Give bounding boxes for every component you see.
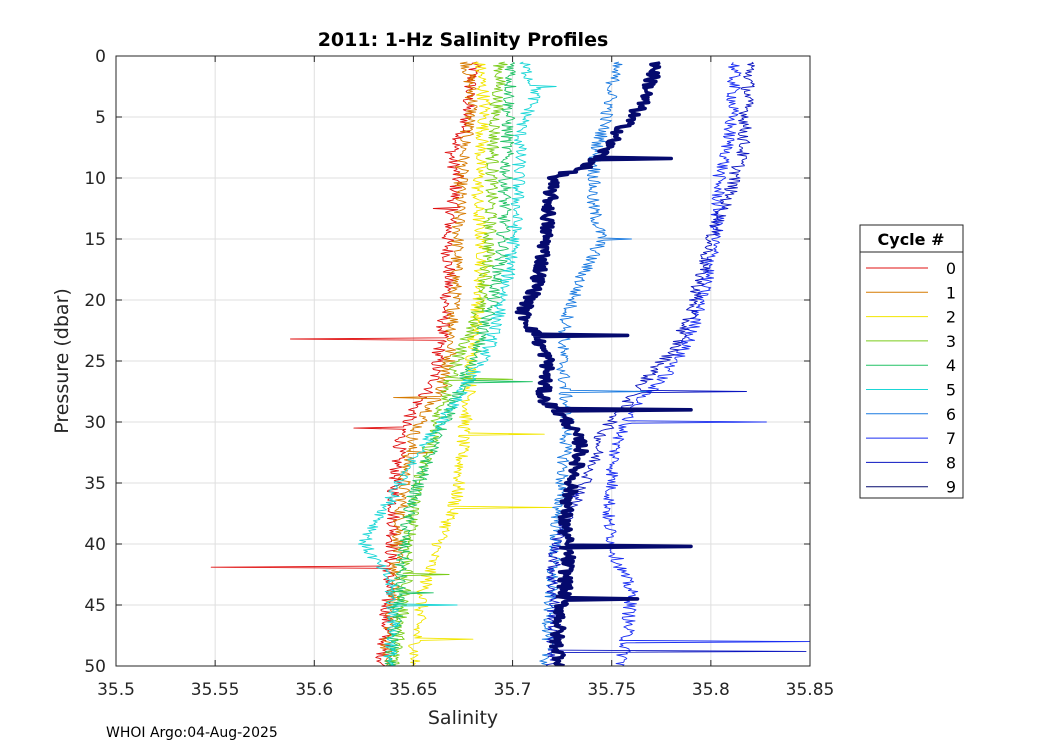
legend-label-cycle-4: 4	[946, 356, 956, 375]
x-tick-label: 35.85	[786, 680, 835, 700]
legend-label-cycle-1: 1	[946, 283, 956, 302]
x-tick-label: 35.55	[191, 680, 240, 700]
legend-label-cycle-3: 3	[946, 332, 956, 351]
y-axis: 0 5 10 15 20 25 30 35 40 45 50	[84, 47, 810, 677]
x-tick-label: 35.5	[97, 680, 135, 700]
chart-title: 2011: 1-Hz Salinity Profiles	[318, 29, 609, 51]
series-line-cycle-0	[210, 61, 482, 666]
legend: Cycle # 0 1 2 3 4 5 6 7 8 9	[859, 224, 964, 499]
y-tick-label: 20	[84, 291, 106, 311]
series-line-cycle-3	[389, 61, 514, 666]
y-tick-label: 15	[84, 230, 106, 250]
y-tick-label: 50	[84, 657, 106, 677]
series-line-cycle-6	[539, 61, 652, 666]
y-tick-label: 45	[84, 596, 106, 616]
series-line-cycle-5	[357, 61, 557, 666]
y-tick-label: 5	[95, 108, 106, 128]
legend-label-cycle-0: 0	[946, 259, 956, 278]
legend-title: Cycle #	[878, 230, 945, 249]
x-tick-label: 35.65	[389, 680, 438, 700]
legend-box	[859, 224, 964, 499]
x-tick-label: 35.8	[692, 680, 730, 700]
legend-label-cycle-6: 6	[946, 405, 956, 424]
x-axis: 35.5 35.55 35.6 35.65 35.7 35.75 35.8 35.85	[97, 56, 834, 700]
y-tick-label: 35	[84, 474, 106, 494]
series-line-cycle-7	[602, 62, 810, 666]
footer-credit: WHOI Argo:04-Aug-2025	[106, 725, 278, 741]
series-line-cycle-2	[408, 61, 553, 666]
y-axis-label: Pressure (dbar)	[51, 288, 73, 434]
series-layer	[210, 61, 810, 666]
y-tick-label: 25	[84, 352, 106, 372]
series-line-cycle-1	[379, 61, 478, 666]
y-tick-label: 10	[84, 169, 106, 189]
legend-label-cycle-8: 8	[946, 453, 956, 472]
legend-label-cycle-9: 9	[946, 478, 956, 497]
x-tick-label: 35.6	[295, 680, 333, 700]
legend-label-cycle-5: 5	[946, 381, 956, 400]
legend-label-cycle-2: 2	[946, 308, 956, 327]
y-tick-label: 30	[84, 413, 106, 433]
x-tick-label: 35.75	[587, 680, 636, 700]
series-line-cycle-8	[545, 61, 807, 666]
legend-entries: 0 1 2 3 4 5 6 7 8 9	[866, 259, 956, 497]
x-tick-label: 35.7	[494, 680, 532, 700]
series-line-cycle-4	[384, 61, 533, 666]
legend-label-cycle-7: 7	[946, 429, 956, 448]
y-tick-label: 0	[95, 47, 106, 67]
y-tick-label: 40	[84, 535, 106, 555]
x-axis-label: Salinity	[428, 707, 498, 729]
series-line-cycle-9	[514, 61, 693, 666]
